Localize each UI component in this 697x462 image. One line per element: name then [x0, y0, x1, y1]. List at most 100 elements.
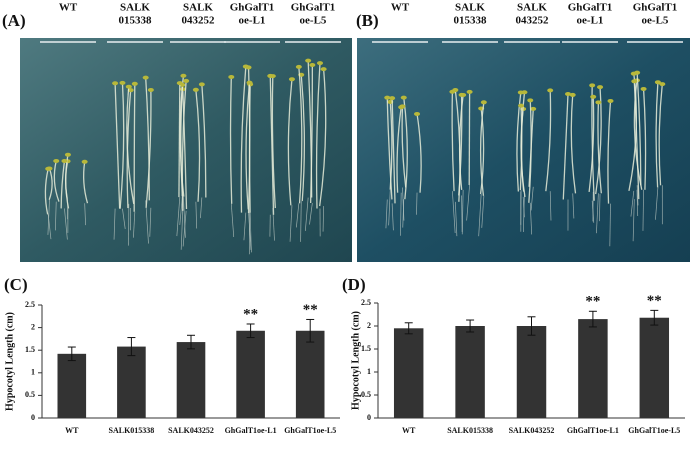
- panel-label: (C): [4, 275, 28, 294]
- root: [478, 193, 482, 237]
- cotyledon: [389, 96, 396, 101]
- genotype-label: oe-L5: [300, 15, 327, 27]
- seedling: [528, 100, 532, 203]
- x-tick-label: WT: [65, 426, 79, 435]
- genotype-label: SALK: [183, 2, 213, 14]
- y-axis-label: Hypocotyl Length (cm): [4, 312, 15, 411]
- root: [455, 201, 458, 237]
- genotype-label: GhGalT1: [633, 2, 678, 14]
- bar: [295, 330, 325, 418]
- genotype-label: GhGalT1: [568, 2, 613, 14]
- genotype-label: oe-L1: [239, 15, 266, 27]
- seedling: [519, 105, 523, 191]
- seedling: [298, 66, 303, 204]
- seedling: [44, 168, 49, 215]
- bar: [236, 330, 265, 418]
- root: [300, 201, 302, 242]
- root: [461, 189, 464, 235]
- root: [572, 193, 575, 219]
- cotyledon: [309, 63, 316, 68]
- root: [402, 199, 405, 228]
- root: [385, 199, 388, 229]
- root: [54, 201, 57, 231]
- seedling: [597, 102, 602, 194]
- genotype-label: SALK: [517, 2, 547, 14]
- seedling: [633, 81, 640, 200]
- cotyledon: [316, 61, 323, 66]
- cotyledon: [595, 100, 602, 105]
- cotyledon: [305, 58, 312, 63]
- root: [180, 208, 184, 250]
- cotyledon: [654, 80, 661, 85]
- genotype-label: WT: [391, 2, 410, 14]
- root: [530, 186, 534, 211]
- bar: [578, 319, 608, 418]
- seedling: [182, 89, 188, 209]
- bar: [393, 328, 424, 418]
- cotyledon: [180, 73, 187, 78]
- seedling: [65, 154, 70, 209]
- cotyledon: [384, 95, 391, 100]
- cotyledon: [61, 159, 68, 164]
- cotyledon: [245, 65, 252, 70]
- seedling: [401, 106, 407, 188]
- x-tick-label: SALK015338: [109, 426, 155, 435]
- cotyledon: [64, 152, 71, 157]
- seedling: [562, 93, 569, 200]
- seedling: [126, 86, 135, 204]
- root: [230, 203, 235, 238]
- x-tick-label: SALK043252: [168, 426, 214, 435]
- root: [466, 184, 470, 221]
- root: [461, 195, 463, 232]
- root: [416, 192, 418, 215]
- root: [523, 191, 525, 232]
- root: [84, 203, 86, 226]
- root: [309, 202, 313, 225]
- seedling: [655, 82, 659, 188]
- root: [388, 189, 391, 226]
- root: [322, 206, 324, 232]
- seedling: [454, 89, 461, 202]
- root: [47, 199, 50, 235]
- root: [64, 208, 68, 240]
- seedling: [545, 90, 552, 192]
- genotype-label: 043252: [516, 15, 550, 27]
- root: [636, 185, 639, 206]
- cotyledon: [228, 75, 235, 80]
- cotyledon: [597, 85, 604, 90]
- cotyledon: [590, 94, 597, 99]
- seedling: [658, 84, 663, 186]
- y-tick-label: 1.5: [361, 344, 371, 353]
- y-tick-label: 1: [367, 367, 371, 376]
- seedling: [607, 100, 612, 204]
- root: [642, 189, 644, 231]
- genotype-label: GhGalT1: [230, 2, 275, 14]
- seedling: [201, 84, 207, 198]
- seedling: [479, 102, 485, 196]
- cotyledon: [659, 82, 666, 87]
- cotyledon: [81, 159, 88, 164]
- seedling: [636, 72, 642, 186]
- cotyledon: [530, 106, 537, 111]
- root: [149, 207, 152, 237]
- root: [636, 189, 639, 216]
- panel-label: (A): [2, 11, 26, 30]
- root: [195, 201, 198, 229]
- cotyledon: [400, 95, 407, 100]
- genotype-label: 015338: [454, 15, 488, 27]
- seedling: [588, 96, 595, 192]
- x-tick-label: GhGalT1oe-L5: [284, 426, 336, 435]
- root: [249, 212, 252, 253]
- x-tick-label: GhGalT1oe-L1: [567, 426, 619, 435]
- genotype-label: SALK: [120, 2, 150, 14]
- root: [113, 208, 116, 240]
- cotyledon: [131, 81, 138, 86]
- seedling: [229, 76, 233, 204]
- cotyledon: [589, 83, 596, 88]
- cotyledon: [466, 89, 473, 94]
- cotyledon: [112, 81, 119, 86]
- seedling: [271, 76, 276, 209]
- seedling: [60, 160, 66, 209]
- seedling: [248, 84, 251, 213]
- y-axis-label: Hypocotyl Length (cm): [350, 311, 361, 410]
